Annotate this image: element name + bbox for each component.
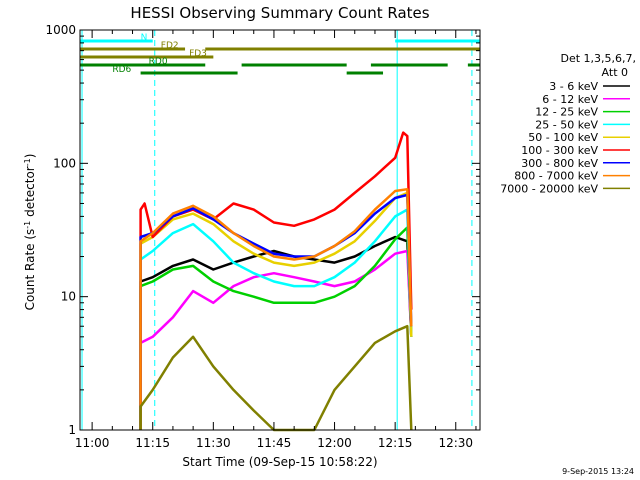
y-axis-label-part1: Count Rate (s <box>23 229 37 311</box>
series-line-7 <box>139 187 413 430</box>
series-line-2 <box>139 226 413 430</box>
legend-label-5: 100 - 300 keV <box>521 144 598 157</box>
series-line-4 <box>139 191 413 430</box>
legend-header-1: Det 1,3,5,6,7, <box>560 52 636 65</box>
x-axis-label: Start Time (09-Sep-15 10:58:22) <box>182 455 377 469</box>
x-tick-label-6: 12:30 <box>438 436 473 450</box>
legend-label-6: 300 - 800 keV <box>521 157 598 170</box>
series-line-6 <box>139 193 413 430</box>
state-bar-label-FD2: FD2 <box>161 41 179 51</box>
legend-label-8: 7000 - 20000 keV <box>500 182 598 195</box>
legend-label-1: 6 - 12 keV <box>542 93 598 106</box>
series-line-0 <box>139 235 413 430</box>
series-line-5 <box>139 131 413 430</box>
y-tick-label-0: 1 <box>68 423 76 437</box>
y-axis-label: Count Rate (s-1 detector-1) <box>23 154 37 311</box>
state-bar-label-RD6: RD6 <box>112 65 131 75</box>
state-bar-label-FD3: FD3 <box>189 49 207 59</box>
y-tick-label-3: 1000 <box>45 23 76 37</box>
series-line-8 <box>139 324 413 432</box>
legend-header-2: Att 0 <box>602 66 628 79</box>
x-tick-label-4: 12:00 <box>317 436 352 450</box>
y-axis-label-sup2: -1 <box>23 158 32 166</box>
legend-label-3: 25 - 50 keV <box>535 118 598 131</box>
x-tick-label-0: 11:00 <box>75 436 110 450</box>
x-tick-label-2: 11:30 <box>196 436 231 450</box>
y-axis-label-part2: detector <box>23 166 37 221</box>
x-tick-label-5: 12:15 <box>378 436 413 450</box>
legend-label-4: 50 - 100 keV <box>528 131 598 144</box>
axis-ticks: 11:00 11:15 11:30 11:45 12:00 12:15 12:30 1 10 10… <box>45 23 480 450</box>
series-line-1 <box>139 249 413 430</box>
y-axis-label-sup1: -1 <box>23 221 32 229</box>
legend-label-0: 3 - 6 keV <box>549 80 598 93</box>
legend-label-2: 12 - 25 keV <box>535 106 598 119</box>
y-tick-label-1: 10 <box>61 290 76 304</box>
state-bar-label-N: N <box>141 33 148 43</box>
x-tick-label-3: 11:45 <box>257 436 292 450</box>
state-bar-label-RD0: RD0 <box>149 57 168 67</box>
series-line-3 <box>139 208 413 430</box>
plot-area: N FD2 FD3 RD0 RD6 <box>80 30 480 432</box>
y-axis-label-part3: ) <box>23 154 37 159</box>
legend-label-7: 800 - 7000 keV <box>514 170 598 183</box>
x-tick-label-1: 11:15 <box>135 436 170 450</box>
y-tick-label-2: 100 <box>53 156 76 170</box>
chart-title: HESSI Observing Summary Count Rates <box>130 4 429 22</box>
footer-timestamp: 9-Sep-2015 13:24 <box>562 467 634 476</box>
plot-frame <box>79 29 481 431</box>
